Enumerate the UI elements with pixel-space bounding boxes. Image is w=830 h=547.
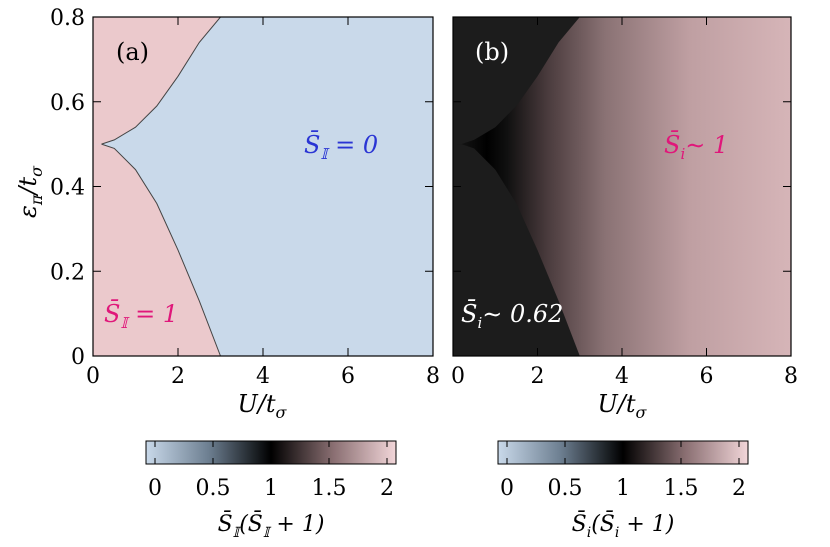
panel-b-annotation-one: S̄i∼ 1	[664, 131, 728, 163]
panel-b-xtick-label: 2	[531, 364, 545, 389]
panel-a-ticks: 0 2 4 6 8 0 0.2 0.4 0.6 0.8	[50, 6, 440, 389]
panel-a-ytick-label: 0.8	[50, 6, 85, 31]
colorbar-tick-label: 0.5	[548, 476, 583, 501]
panel-a-annotation-one: S̄𝕀 = 1	[104, 300, 178, 332]
colorbar-tick-label: 0.5	[196, 476, 231, 501]
colorbar-tick-label: 0	[500, 476, 514, 501]
colorbar-a: 0 0.5 1 1.5 2 S̄𝕀(S̄𝕀 + 1)	[145, 440, 397, 541]
panel-a-tag: (a)	[116, 38, 149, 66]
panel-a: 0 2 4 6 8 0 0.2 0.4 0.6 0.8 (a) S̄𝕀 = 0 S̄𝕀 = 1	[50, 6, 440, 389]
panel-b-tag: (b)	[475, 38, 509, 66]
panel-b-xlabel: U/tσ	[598, 390, 648, 422]
panel-a-xtick-label: 2	[171, 364, 185, 389]
panel-a-ytick-label: 0.6	[50, 91, 85, 116]
colorbar-a-label: S̄𝕀(S̄𝕀 + 1)	[218, 510, 325, 541]
colorbar-b-ticks: 0 0.5 1 1.5 2	[500, 441, 746, 501]
panel-a-ytick-label: 0.4	[50, 176, 85, 201]
colorbar-tick-label: 2	[732, 476, 746, 501]
panel-a-boundary-upper	[101, 17, 221, 145]
colorbar-tick-label: 0	[148, 476, 162, 501]
panel-b-annotation-062: S̄i∼ 0.62	[461, 300, 563, 332]
panel-b-xtick-label: 4	[615, 364, 629, 389]
panel-b-xtick-label: 0	[451, 364, 465, 389]
panel-a-region-lower	[93, 144, 221, 356]
panel-b-ticks: 0 2 4 6 8	[451, 16, 798, 389]
panel-a-ytick-label: 0	[71, 345, 85, 370]
panel-a-xtick-label: 4	[256, 364, 270, 389]
panel-b-xtick-label: 8	[784, 364, 798, 389]
panel-a-ylabel: επ/tσ	[14, 165, 46, 218]
colorbar-tick-label: 1.5	[664, 476, 699, 501]
colorbar-b-label: S̄i(S̄i + 1)	[572, 510, 675, 541]
panel-a-xtick-label: 6	[341, 364, 355, 389]
panel-a-xtick-label: 8	[426, 364, 440, 389]
panel-a-annotation-zero: S̄𝕀 = 0	[304, 131, 378, 163]
panel-a-boundary-lower	[101, 143, 221, 356]
colorbar-tick-label: 1.5	[312, 476, 347, 501]
panel-a-xtick-label: 0	[86, 364, 100, 389]
panel-a-ytick-label: 0.2	[50, 260, 85, 285]
panel-b-region-lower	[453, 144, 580, 356]
panel-b: 0 2 4 6 8 (b) S̄i∼ 1 S̄i∼ 0.62	[451, 16, 798, 389]
colorbar-tick-label: 1	[264, 476, 278, 501]
panel-a-region-upper	[93, 17, 221, 145]
colorbar-tick-label: 2	[380, 476, 394, 501]
colorbar-b: 0 0.5 1 1.5 2 S̄i(S̄i + 1)	[497, 440, 749, 541]
colorbar-tick-label: 1	[616, 476, 630, 501]
colorbar-a-ticks: 0 0.5 1 1.5 2	[148, 441, 394, 501]
panel-b-xtick-label: 6	[700, 364, 714, 389]
panel-b-region-upper	[453, 17, 580, 145]
panel-a-xlabel: U/tσ	[238, 390, 288, 422]
